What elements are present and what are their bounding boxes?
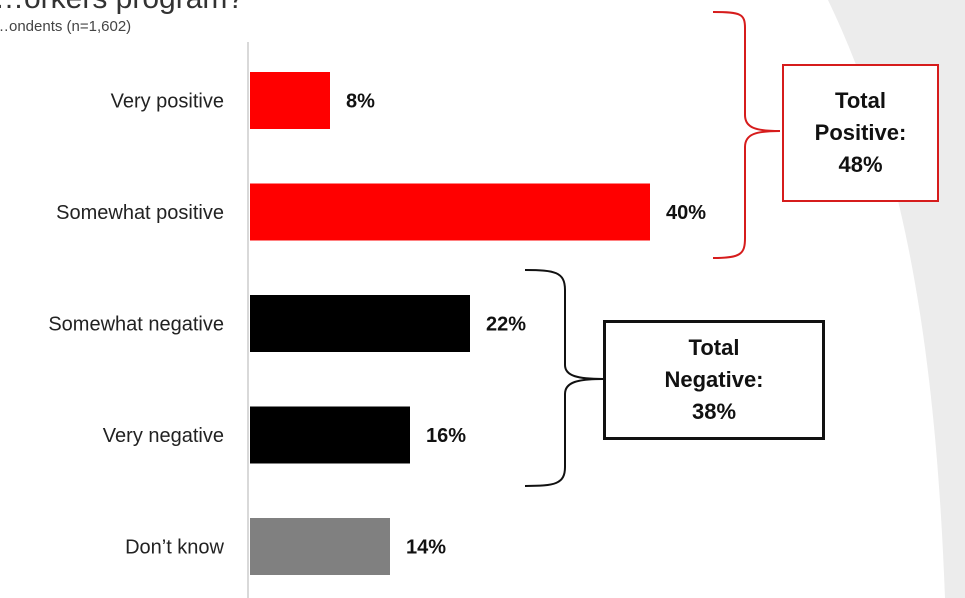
total-positive-value: 48% [838,151,883,177]
total-negative-value: 38% [691,398,737,424]
bar-4 [250,518,390,575]
total-positive-box: Total Positive: 48% [782,64,939,202]
value-label: 14% [406,537,446,559]
bar-0 [250,72,330,129]
chart-subtitle: …ondents (n=1,602) [0,18,132,35]
total-positive-line1: Total [835,88,886,114]
value-label: 16% [426,425,466,447]
negative-bracket [524,269,604,487]
category-label: Don’t know [125,537,224,559]
total-negative-line1: Total [688,335,740,361]
category-label: Somewhat negative [48,314,224,336]
total-negative-line2: Negative: [664,367,764,393]
category-label: Somewhat positive [56,202,224,224]
category-label: Very positive [111,91,224,113]
value-label: 40% [666,202,706,224]
bar-3 [250,406,410,464]
value-label: 22% [486,314,526,336]
total-negative-box: Total Negative: 38% [603,320,825,440]
total-positive-line2: Positive: [814,120,907,146]
category-label: Very negative [103,425,224,447]
bar-1 [250,183,650,241]
value-label: 8% [346,91,375,113]
positive-bracket [712,11,781,259]
chart-title: …orkers program? [0,0,244,16]
bar-2 [250,295,470,352]
